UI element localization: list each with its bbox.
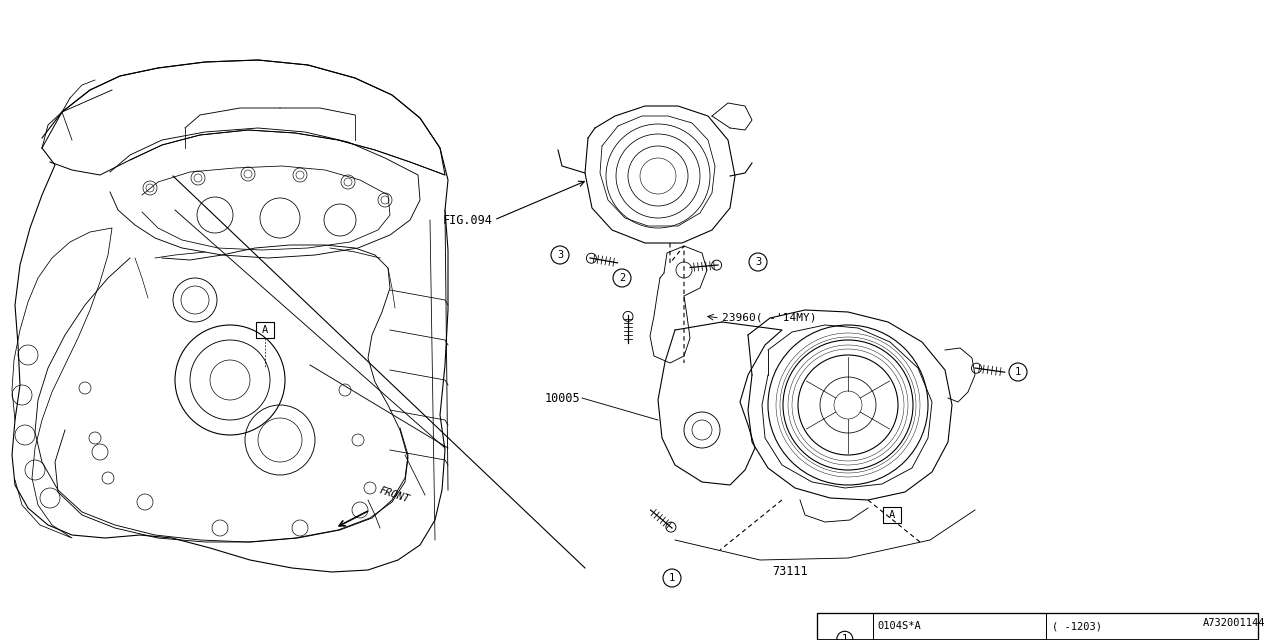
Text: A: A	[262, 325, 268, 335]
Text: FIG.094: FIG.094	[442, 214, 492, 227]
Text: 2: 2	[618, 273, 625, 283]
Text: 1: 1	[842, 634, 847, 640]
Text: A732001144: A732001144	[1202, 618, 1265, 628]
Text: FRONT: FRONT	[378, 486, 411, 505]
Bar	[883, 507, 901, 523]
Text: 1: 1	[669, 573, 675, 583]
Text: 0104S*A: 0104S*A	[877, 621, 920, 631]
Bar	[817, 613, 1258, 640]
Text: ( -1203): ( -1203)	[1052, 621, 1102, 631]
Text: 3: 3	[557, 250, 563, 260]
Text: 23960( -'14MY): 23960( -'14MY)	[722, 313, 817, 323]
Bar	[256, 322, 274, 338]
Text: 1: 1	[1015, 367, 1021, 377]
Text: 3: 3	[755, 257, 762, 267]
Text: A: A	[888, 510, 895, 520]
Text: 10005: 10005	[544, 392, 580, 404]
Text: 73111: 73111	[772, 565, 808, 578]
